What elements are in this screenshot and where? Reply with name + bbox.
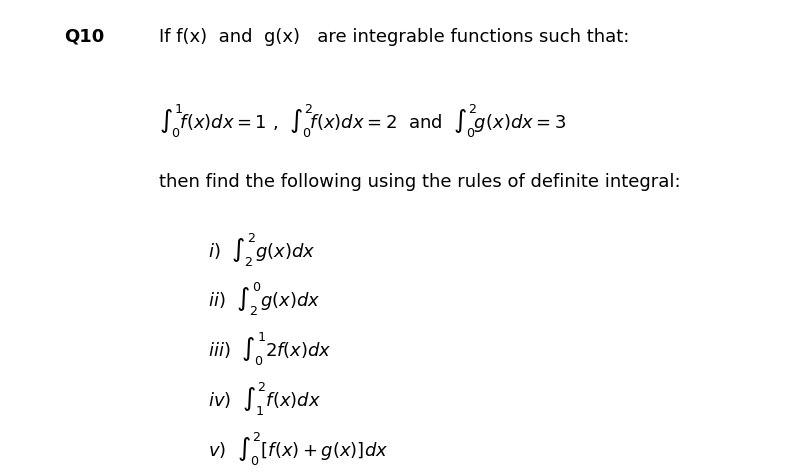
Text: $ii)$  $\int_2^0 g(x)dx$: $ii)$ $\int_2^0 g(x)dx$	[209, 281, 321, 319]
Text: then find the following using the rules of definite integral:: then find the following using the rules …	[159, 173, 681, 191]
Text: $v)$  $\int_0^2[f(x) + g(x)]dx$: $v)$ $\int_0^2[f(x) + g(x)]dx$	[209, 431, 389, 468]
Text: $iii)$  $\int_0^1 2f(x)dx$: $iii)$ $\int_0^1 2f(x)dx$	[209, 331, 332, 368]
Text: $iv)$  $\int_1^2 f(x)dx$: $iv)$ $\int_1^2 f(x)dx$	[209, 381, 322, 418]
Text: $\int_0^1 \!f(x)dx = 1$ ,  $\int_0^2 \!f(x)dx = 2$  and  $\int_0^2 \!g(x)dx = 3$: $\int_0^1 \!f(x)dx = 1$ , $\int_0^2 \!f(…	[159, 102, 566, 140]
Text: If f(x)  and  g(x)   are integrable functions such that:: If f(x) and g(x) are integrable function…	[159, 28, 630, 46]
Text: Q10: Q10	[64, 28, 104, 46]
Text: $i)$  $\int_2^2 g(x)dx$: $i)$ $\int_2^2 g(x)dx$	[209, 231, 316, 269]
